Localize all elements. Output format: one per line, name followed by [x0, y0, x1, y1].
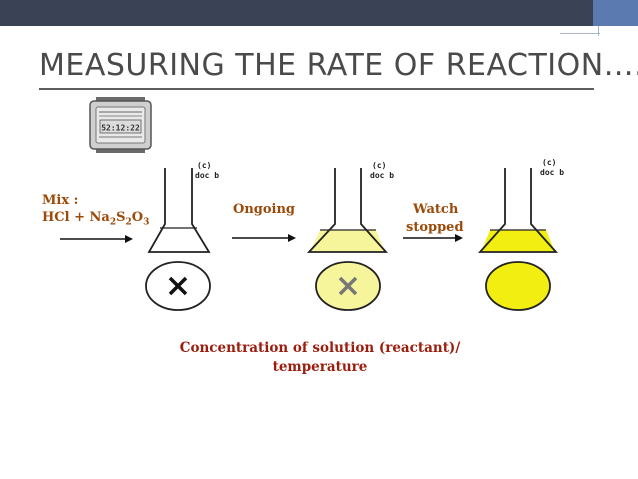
flask-tag-1-line2: doc b: [195, 171, 219, 180]
mix-formula: HCl + Na2S2O3: [42, 210, 149, 228]
title-underline: [39, 88, 594, 90]
flask-tag-3-line2: doc b: [540, 168, 564, 177]
flask-tag-2-line1: (c): [372, 161, 386, 170]
formula-part-s: S: [116, 210, 126, 225]
header-bar: [0, 0, 638, 26]
formula-sub-o: 3: [143, 217, 150, 228]
header-dark-band: [0, 0, 593, 26]
diagram-caption: Concentration of solution (reactant)/ te…: [150, 339, 490, 377]
flask-tag-3-line1: (c): [542, 158, 556, 167]
cross-mark-visible: [145, 261, 211, 311]
flask-ongoing: [306, 168, 389, 253]
mix-label: Mix :: [42, 193, 79, 208]
formula-part-o: O: [131, 210, 144, 225]
flask-tag-2: (c) doc b: [370, 161, 394, 180]
flask-tag-3: (c) doc b: [540, 158, 564, 177]
stopwatch-icon: 52:12:22: [89, 97, 152, 153]
svg-text:52:12:22: 52:12:22: [101, 124, 140, 133]
flask-completed: [477, 168, 559, 253]
arrow-ongoing: [232, 234, 296, 242]
header-accent-block: [593, 0, 638, 26]
flask-tag-2-line2: doc b: [370, 171, 394, 180]
page-title: MEASURING THE RATE OF REACTION….: [39, 48, 638, 83]
ongoing-label: Ongoing: [233, 202, 296, 217]
cross-mark-fading: [315, 261, 381, 311]
arrow-mix-to-flask: [60, 235, 133, 243]
formula-part-1: HCl + Na: [42, 210, 110, 225]
flask-tag-1-line1: (c): [197, 161, 211, 170]
flask-initial: [147, 168, 211, 253]
arrow-watch-stopped: [403, 234, 463, 242]
caption-line2: temperature: [272, 359, 368, 375]
caption-line1: Concentration of solution (reactant)/: [179, 340, 461, 356]
watch-label-line1: Watch: [413, 202, 459, 217]
watch-label-line2: stopped: [406, 220, 464, 235]
formula-sub-na: 2: [109, 217, 117, 228]
formula-sub-s: 2: [125, 217, 132, 228]
flask-tag-1: (c) doc b: [195, 161, 219, 180]
corner-decoration-horizontal: [560, 33, 600, 34]
cross-mark-obscured: [485, 261, 551, 311]
corner-decoration-vertical: [598, 26, 599, 36]
